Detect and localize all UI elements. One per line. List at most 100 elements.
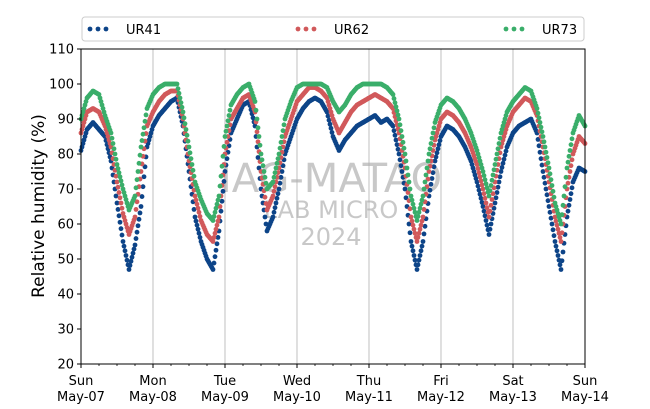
data-point [280,163,286,169]
data-point [474,162,480,167]
x-tick-date: May-08 [129,390,177,405]
data-point [422,179,428,185]
data-point [415,235,421,240]
data-point [174,81,180,87]
data-point [121,243,127,249]
data-point [401,145,407,151]
data-point [191,173,197,179]
data-point [564,165,570,171]
data-point [397,157,403,163]
x-tick-day: Sun [573,374,598,389]
data-point [545,160,551,166]
data-point [270,179,276,185]
data-point [430,170,436,176]
data-point [396,151,402,157]
data-point [492,162,498,167]
data-point [563,174,569,180]
data-point [548,215,554,221]
data-point [195,226,201,232]
data-point [115,207,121,212]
data-point [569,185,575,191]
y-axis-label: Relative humidity (%) [29,114,49,298]
data-point [390,123,396,129]
data-point [544,155,550,160]
data-point [398,163,404,169]
data-point [197,214,203,219]
data-point [261,169,267,174]
data-point [555,226,561,232]
data-point [553,218,559,224]
data-point [196,230,202,236]
data-point [538,124,544,130]
data-point [407,206,413,212]
data-point [397,122,403,128]
data-point [489,177,495,183]
data-point [418,222,424,228]
data-point [414,218,420,223]
data-point [405,190,411,195]
data-point [113,193,119,199]
data-point [326,117,332,123]
data-point [117,219,123,225]
data-point [489,197,495,202]
x-tick-day: Sun [69,374,94,389]
data-point [478,195,484,201]
data-point [549,183,555,188]
data-point [497,135,503,141]
watermark-line-2: LAB MICRO [264,196,399,224]
data-point [474,179,480,185]
data-point [552,214,558,220]
data-point [554,222,560,228]
data-point [212,209,218,215]
data-point [412,257,418,263]
data-point [487,226,493,232]
data-point [210,239,216,244]
data-point [217,183,223,189]
data-point [479,182,485,188]
data-point [122,248,128,254]
data-point [542,144,548,150]
data-point [421,231,427,237]
data-point [218,208,224,214]
data-point [551,194,557,200]
data-point [393,104,399,110]
data-point [254,129,260,135]
data-point [539,129,545,135]
data-point [475,166,481,171]
data-point [477,174,483,180]
data-point [130,250,136,256]
data-point [133,207,139,212]
data-point [496,141,502,146]
data-point [224,139,230,145]
data-point [192,193,198,199]
data-point [116,170,122,176]
data-point [219,198,225,204]
data-point [113,173,119,179]
data-point [195,205,201,211]
data-point [115,166,121,171]
data-point [481,191,487,197]
data-point [117,195,123,201]
data-point [566,202,572,208]
data-point [179,104,185,110]
data-point [256,134,262,139]
data-point [422,223,428,229]
data-point [327,121,333,127]
data-point [421,207,427,212]
data-point [431,164,437,170]
data-point [480,169,486,174]
data-point [419,243,425,249]
data-point [482,195,488,201]
data-point [134,177,140,183]
y-tick-label: 90 [57,113,74,128]
data-point [424,165,430,171]
data-point [412,230,418,236]
data-point [475,183,481,189]
data-point [560,249,566,255]
data-point [254,116,260,122]
data-point [113,156,119,162]
data-point [410,201,416,207]
data-point [428,181,434,187]
data-point [213,226,219,232]
data-point [478,178,484,184]
